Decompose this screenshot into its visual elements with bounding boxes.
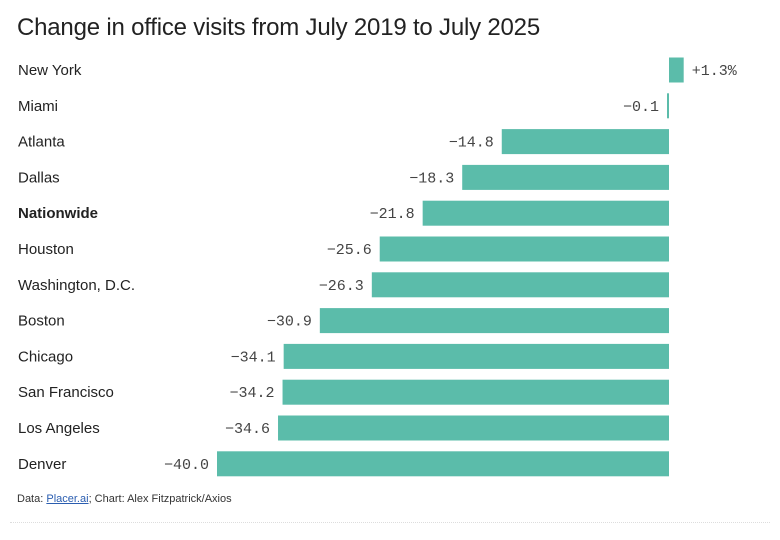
category-label: Los Angeles bbox=[18, 420, 100, 437]
value-label: −34.1 bbox=[231, 349, 276, 366]
value-label: −34.6 bbox=[225, 421, 270, 438]
bar bbox=[283, 343, 669, 369]
value-label: −30.9 bbox=[267, 314, 312, 331]
bar bbox=[282, 379, 669, 405]
value-label: −0.1 bbox=[623, 99, 659, 116]
divider bbox=[10, 522, 770, 523]
value-label: +1.3% bbox=[692, 63, 738, 80]
category-label: Miami bbox=[18, 98, 58, 115]
category-label: Boston bbox=[18, 313, 65, 330]
category-label: Houston bbox=[18, 241, 74, 258]
value-label: −26.3 bbox=[319, 278, 364, 295]
value-label: −18.3 bbox=[409, 170, 454, 187]
bar bbox=[422, 200, 669, 226]
category-label: New York bbox=[18, 62, 82, 79]
source-note: Data: Placer.ai; Chart: Alex Fitzpatrick… bbox=[17, 493, 232, 505]
category-label: Denver bbox=[18, 456, 66, 473]
category-label: Dallas bbox=[18, 169, 60, 186]
category-label: San Francisco bbox=[18, 384, 114, 401]
bar bbox=[462, 164, 669, 190]
bar bbox=[501, 129, 669, 155]
source-prefix: Data: bbox=[17, 493, 47, 505]
category-label: Nationwide bbox=[18, 205, 98, 222]
bar bbox=[371, 272, 669, 298]
value-label: −21.8 bbox=[370, 206, 415, 223]
value-label: −34.2 bbox=[230, 385, 275, 402]
chart-title: Change in office visits from July 2019 t… bbox=[17, 14, 540, 41]
value-label: −14.8 bbox=[449, 135, 494, 152]
bar bbox=[379, 236, 669, 262]
value-label: −40.0 bbox=[164, 457, 209, 474]
bar bbox=[217, 451, 669, 477]
value-label: −25.6 bbox=[327, 242, 372, 259]
bar bbox=[278, 415, 669, 441]
source-link[interactable]: Placer.ai bbox=[46, 493, 89, 505]
bar bbox=[669, 57, 684, 83]
category-label: Washington, D.C. bbox=[18, 277, 135, 294]
source-suffix: ; Chart: Alex Fitzpatrick/Axios bbox=[88, 493, 232, 505]
category-label: Chicago bbox=[18, 348, 73, 365]
bar bbox=[319, 308, 669, 334]
bar bbox=[667, 93, 669, 119]
category-label: Atlanta bbox=[18, 134, 65, 151]
